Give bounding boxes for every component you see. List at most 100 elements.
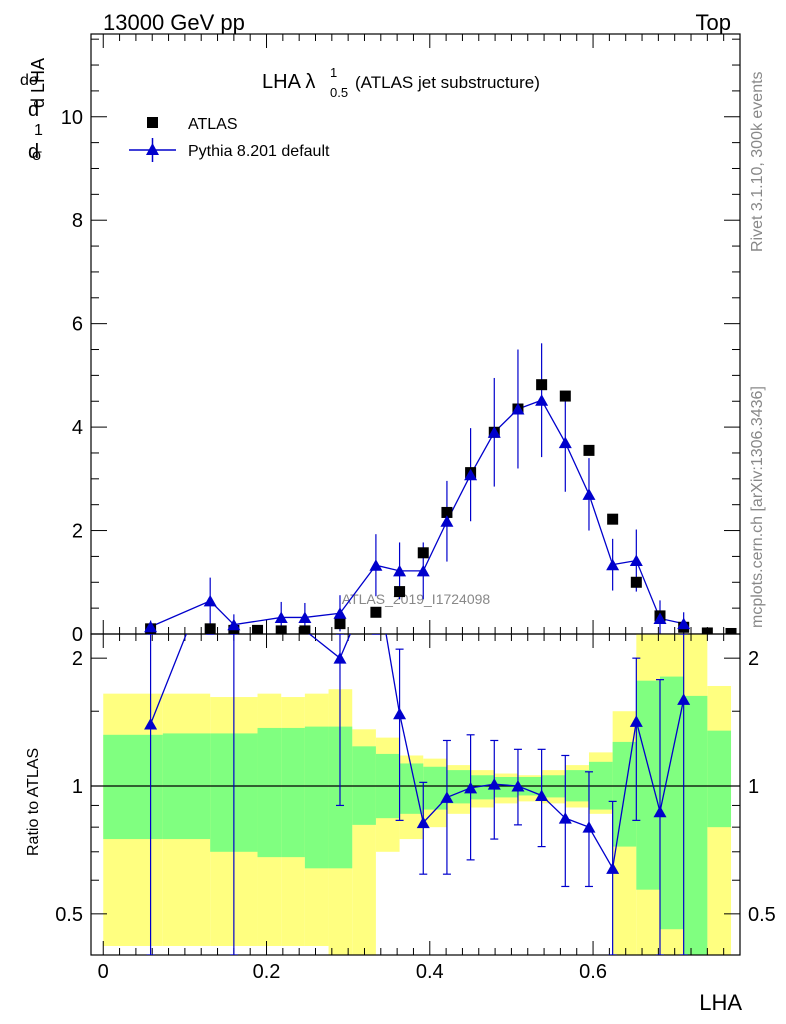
ratio-y-tick-label: 0.5 bbox=[55, 904, 83, 926]
pythia-point bbox=[416, 564, 430, 577]
pythia-point bbox=[464, 468, 478, 481]
ratio-y-tick-label-right: 2 bbox=[748, 648, 759, 670]
uncertainty-band-inner bbox=[707, 730, 732, 828]
atlas-point bbox=[394, 586, 406, 598]
x-tick-label: 0 bbox=[98, 961, 109, 983]
pythia-point bbox=[227, 618, 241, 631]
pythia-point bbox=[558, 436, 572, 449]
x-axis-label: LHA bbox=[699, 990, 742, 1015]
legend-atlas-label: ATLAS bbox=[188, 116, 238, 133]
pythia-point bbox=[511, 403, 525, 415]
atlas-point bbox=[370, 606, 382, 618]
atlas-point bbox=[630, 576, 642, 588]
ratio-point bbox=[440, 791, 454, 803]
uncertainty-band-inner bbox=[636, 680, 660, 890]
analysis-watermark: ATLAS_2019_I1724098 bbox=[342, 591, 491, 607]
svg-text:d LHA: d LHA bbox=[28, 58, 48, 108]
main-y-tick-label: 0 bbox=[72, 624, 83, 646]
process-header: Top bbox=[696, 10, 731, 35]
ratio-point bbox=[558, 812, 572, 824]
pythia-point bbox=[144, 620, 158, 633]
pythia-point bbox=[274, 611, 288, 623]
svg-text:d: d bbox=[28, 99, 39, 121]
ratio-point bbox=[582, 821, 596, 833]
main-plot: 0 2 4 6 8 10 bbox=[61, 33, 741, 646]
ratio-series-layer bbox=[144, 634, 691, 955]
ratio-y-tick-label-right: 1 bbox=[748, 776, 759, 798]
ratio-point bbox=[629, 715, 643, 727]
mcplots-label: mcplots.cern.ch [arXiv:1306.3436] bbox=[749, 386, 766, 628]
uncertainty-band-inner bbox=[257, 727, 282, 858]
uncertainty-band-inner bbox=[659, 676, 684, 930]
atlas-point bbox=[275, 625, 287, 634]
ratio-y-tick-label: 1 bbox=[72, 776, 83, 798]
uncertainty-band-inner bbox=[494, 777, 518, 798]
svg-text:LHA λ: LHA λ bbox=[262, 71, 315, 93]
ratio-y-tick-label: 2 bbox=[72, 648, 83, 670]
x-tick-label: 0.6 bbox=[579, 961, 607, 983]
svg-text:(ATLAS jet substructure): (ATLAS jet substructure) bbox=[355, 73, 540, 92]
ratio-ylabel: Ratio to ATLAS bbox=[25, 748, 42, 856]
uncertainty-band-inner bbox=[281, 727, 305, 858]
ratio-point bbox=[511, 780, 525, 792]
pythia-point bbox=[369, 559, 383, 571]
svg-text:d: d bbox=[28, 141, 39, 163]
rivet-label: Rivet 3.1.10, 300k events bbox=[749, 71, 766, 252]
uncertainty-band-inner bbox=[683, 695, 708, 955]
atlas-point bbox=[417, 547, 429, 559]
ratio-point bbox=[464, 781, 478, 794]
pythia-line bbox=[150, 399, 684, 628]
main-ylabel: d 1 σ d dσ d LHA bbox=[20, 58, 48, 164]
energy-header: 13000 GeV pp bbox=[103, 10, 245, 35]
ratio-plot-frame bbox=[90, 633, 741, 956]
pythia-point bbox=[653, 612, 667, 624]
plot-title: LHA λ 1 0.5 (ATLAS jet substructure) bbox=[262, 65, 540, 100]
pythia-point bbox=[606, 558, 620, 571]
atlas-point bbox=[701, 627, 713, 634]
atlas-point bbox=[299, 625, 311, 634]
atlas-point bbox=[204, 623, 216, 634]
main-y-tick-label: 10 bbox=[61, 107, 83, 129]
atlas-point bbox=[536, 379, 548, 391]
svg-text:1: 1 bbox=[330, 65, 337, 80]
uncertainty-band-inner bbox=[103, 734, 163, 840]
uncertainty-band-inner bbox=[304, 726, 329, 869]
atlas-point bbox=[441, 506, 453, 518]
uncertainty-band-inner bbox=[399, 763, 424, 814]
atlas-point bbox=[559, 390, 571, 402]
svg-text:0.5: 0.5 bbox=[330, 85, 348, 100]
uncertainty-band-inner bbox=[423, 766, 447, 810]
pythia-point bbox=[582, 488, 596, 500]
atlas-point bbox=[607, 513, 619, 525]
pythia-point bbox=[393, 564, 407, 577]
pythia-point bbox=[677, 617, 691, 630]
ratio-point bbox=[393, 707, 407, 720]
ratio-y-tick-label-right: 0.5 bbox=[748, 904, 776, 926]
main-y-tick-label: 6 bbox=[72, 314, 83, 336]
ratio-point bbox=[677, 693, 691, 705]
legend-pythia-label: Pythia 8.201 default bbox=[188, 143, 330, 160]
ratio-point bbox=[535, 789, 549, 801]
pythia-point bbox=[487, 426, 501, 438]
main-series-layer bbox=[144, 343, 737, 634]
pythia-point bbox=[535, 394, 549, 406]
atlas-point bbox=[334, 618, 346, 630]
pythia-point bbox=[298, 611, 312, 623]
main-y-tick-label: 4 bbox=[72, 417, 83, 439]
x-tick-label: 0.4 bbox=[416, 961, 444, 983]
pythia-point bbox=[333, 607, 347, 619]
atlas-point bbox=[252, 624, 264, 634]
ratio-line bbox=[149, 634, 685, 871]
ratio-point bbox=[487, 778, 501, 790]
x-tick-label: 0.2 bbox=[253, 961, 281, 983]
ratio-plot: 0 0.2 0.4 0.6 0.5 0.5 1 1 2 2 bbox=[55, 633, 776, 983]
svg-text:dσ: dσ bbox=[20, 72, 39, 89]
ratio-point bbox=[144, 717, 158, 730]
main-y-tick-label: 8 bbox=[72, 210, 83, 232]
legend-atlas-marker bbox=[147, 117, 158, 128]
ratio-point bbox=[606, 862, 620, 874]
ratio-point bbox=[653, 805, 667, 818]
ratio-point bbox=[333, 652, 347, 664]
svg-text:σ: σ bbox=[32, 147, 42, 164]
